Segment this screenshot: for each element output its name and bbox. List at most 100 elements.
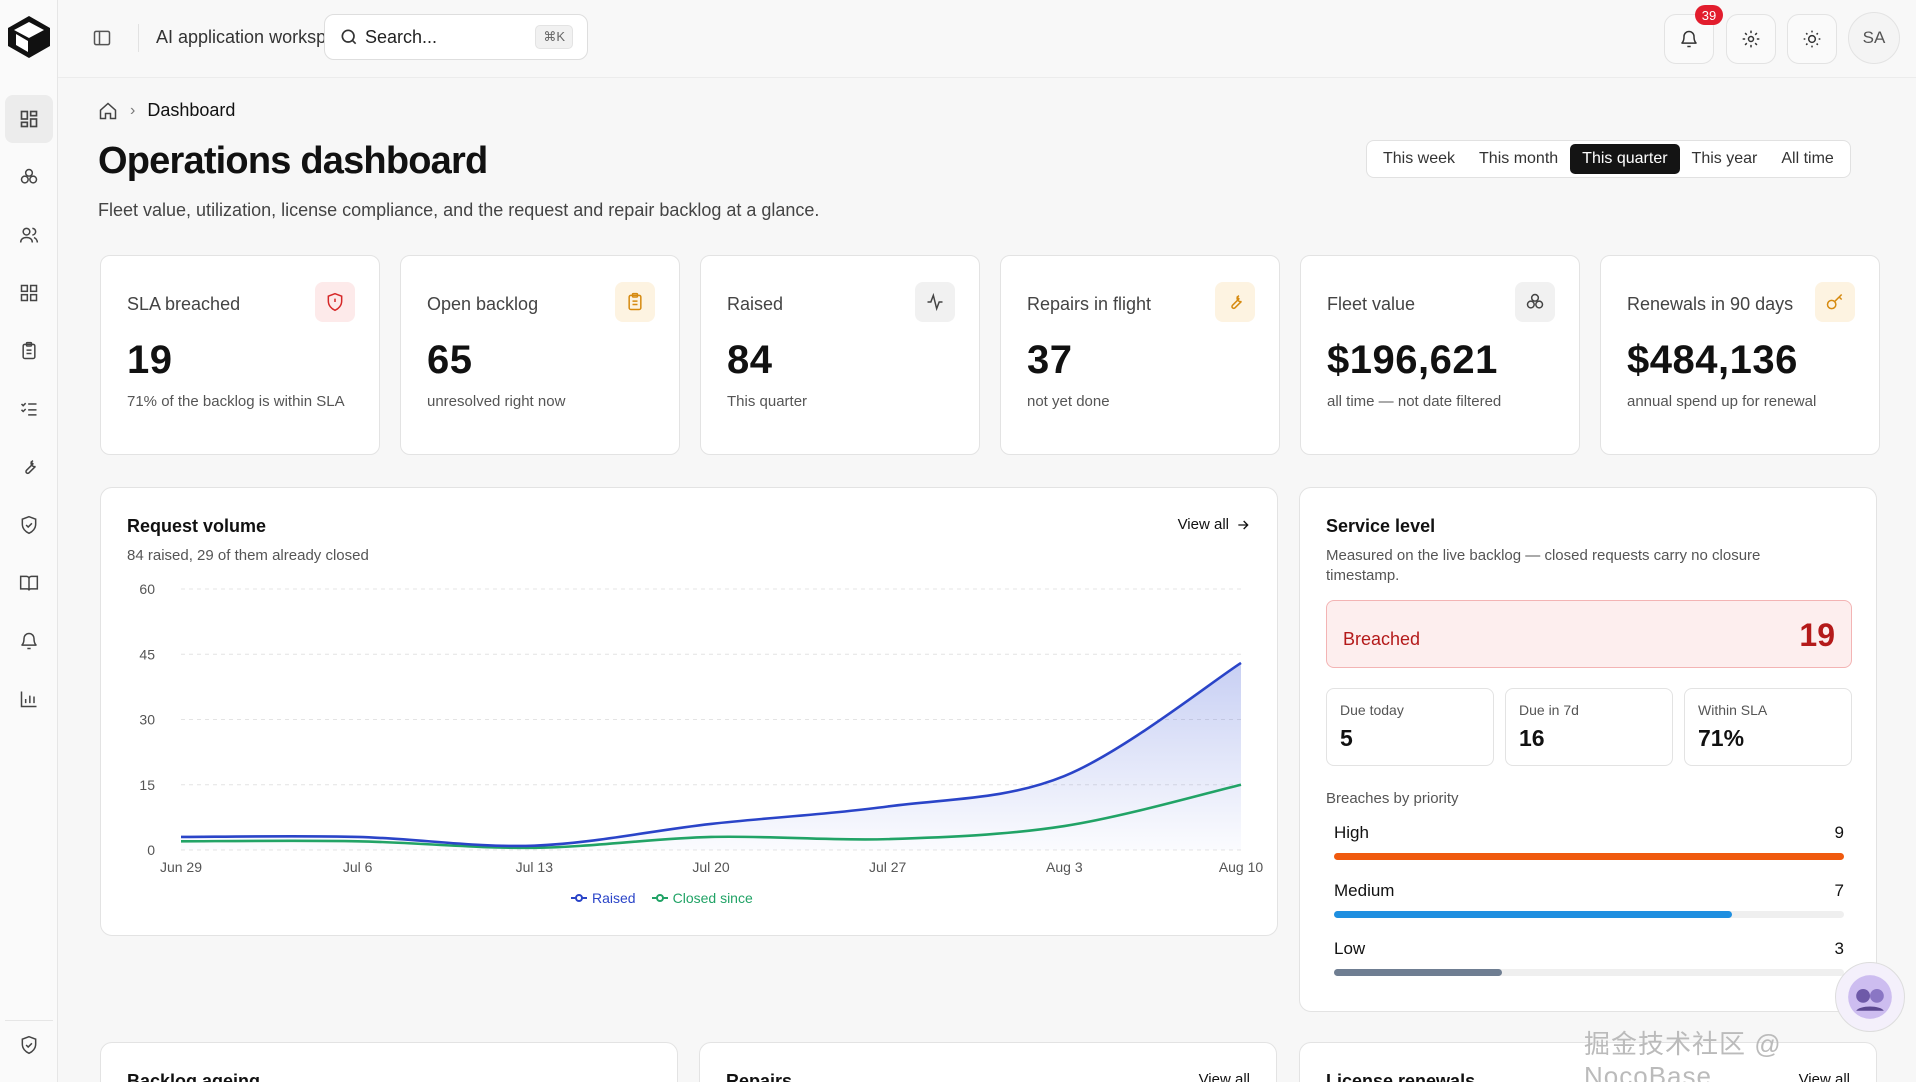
home-icon[interactable] (98, 101, 118, 121)
kpi-label: Repairs in flight (1027, 294, 1152, 314)
theme-toggle-button[interactable] (1787, 14, 1837, 64)
gear-icon (1742, 30, 1760, 48)
sidebar-item-alerts[interactable] (5, 617, 53, 665)
range-option-this-month[interactable]: This month (1479, 150, 1559, 167)
sidebar-item-tasks[interactable] (5, 385, 53, 433)
legend-item-raised[interactable]: Raised (571, 890, 636, 906)
x-tick-label: Jul 6 (343, 859, 373, 875)
users-icon (19, 227, 39, 243)
repairs-view-all-link[interactable]: View all (1199, 1071, 1250, 1082)
view-all-label: View all (1198, 1071, 1250, 1082)
sidebar-item-compliance[interactable] (5, 501, 53, 549)
assistant-chat-button[interactable] (1835, 962, 1905, 1032)
breadcrumb-current: Dashboard (147, 100, 236, 120)
y-tick-label: 60 (139, 581, 155, 597)
wrench-icon (1231, 295, 1242, 310)
y-tick-label: 30 (139, 712, 155, 728)
user-avatar[interactable]: SA (1848, 12, 1900, 64)
search-input[interactable]: Search... ⌘K (324, 14, 588, 60)
priority-track (1334, 969, 1844, 976)
sidebar-item-apps[interactable] (5, 269, 53, 317)
sidebar-item-repairs[interactable] (5, 443, 53, 491)
app-logo[interactable] (4, 14, 54, 60)
repairs-title: Repairs (726, 1071, 793, 1082)
breached-label: Breached (1343, 629, 1421, 649)
sidebar-item-users[interactable] (5, 211, 53, 259)
kpi-value: $484,136 (1627, 338, 1798, 382)
kpi-label: SLA breached (127, 294, 241, 314)
priority-label: Low (1334, 939, 1366, 958)
page-title: Operations dashboard (98, 140, 488, 182)
license-renewals-title: License renewals (1326, 1071, 1476, 1082)
sidebar-toggle-button[interactable] (88, 24, 116, 52)
kpi-icon-box (315, 282, 355, 322)
shield-alert-icon (327, 292, 343, 312)
bell-icon (21, 632, 37, 650)
due-today-value: 5 (1340, 725, 1353, 751)
x-tick-label: Aug 10 (1219, 859, 1264, 875)
sidebar-item-dashboard[interactable] (5, 95, 53, 143)
sidebar-item-assets[interactable] (5, 153, 53, 201)
legend-item-closed-since[interactable]: Closed since (651, 890, 753, 906)
license-renewals-card: License renewals View all (1299, 1042, 1877, 1082)
due-today-stat: Due today 5 (1326, 688, 1494, 766)
settings-button[interactable] (1726, 14, 1776, 64)
sidebar (0, 0, 58, 1082)
series-line-raised (180, 661, 1242, 848)
book-icon (19, 575, 39, 591)
priority-track (1334, 911, 1844, 918)
y-tick-label: 15 (139, 777, 155, 793)
kpi-note: 71% of the backlog is within SLA (127, 393, 345, 410)
view-all-label: View all (1177, 516, 1229, 533)
sidebar-item-knowledge[interactable] (5, 559, 53, 607)
range-option-all-time[interactable]: All time (1781, 150, 1834, 167)
repairs-card: Repairs View all (699, 1042, 1277, 1082)
sidebar-admin[interactable] (5, 1020, 53, 1068)
legend-marker-icon (571, 894, 587, 902)
kpi-card-raised: Raised 84 This quarter (700, 255, 980, 455)
within-sla-value: 71% (1698, 725, 1745, 751)
assistant-avatar-icon (1848, 975, 1892, 1019)
view-all-label: View all (1798, 1071, 1850, 1082)
y-tick-label: 45 (139, 646, 155, 662)
search-shortcut: ⌘K (535, 25, 573, 49)
legend-label: Raised (592, 890, 636, 906)
kpi-label: Fleet value (1327, 294, 1416, 314)
kpi-icon-box (615, 282, 655, 322)
kpi-note: not yet done (1027, 393, 1110, 410)
bell-icon (1681, 30, 1697, 48)
kpi-label: Open backlog (427, 294, 539, 314)
kpi-value: 84 (727, 338, 773, 382)
range-option-this-week[interactable]: This week (1383, 150, 1456, 167)
arrow-right-icon (1238, 520, 1249, 529)
legend-marker-icon (651, 894, 668, 902)
within-sla-stat: Within SLA 71% (1684, 688, 1852, 766)
topbar-divider (138, 24, 139, 52)
series-area-raised (181, 662, 1241, 850)
kpi-note: This quarter (727, 393, 808, 410)
x-tick-label: Jun 29 (160, 859, 202, 875)
service-level-card: Service level Measured on the live backl… (1299, 487, 1877, 1012)
breadcrumb: › Dashboard (98, 100, 235, 121)
request-volume-view-all-link[interactable]: View all (1178, 516, 1251, 533)
sidebar-item-reports[interactable] (5, 675, 53, 723)
sun-icon (1803, 30, 1821, 48)
breaches-by-priority-heading: Breaches by priority (1326, 790, 1459, 807)
priority-row-high: High 9 (1334, 823, 1844, 860)
range-option-this-quarter[interactable]: This quarter (1570, 144, 1680, 174)
request-volume-title: Request volume (127, 516, 267, 536)
priority-bar-fill (1334, 911, 1732, 918)
range-option-this-year[interactable]: This year (1691, 150, 1758, 167)
boxes-icon (1526, 293, 1544, 309)
sidebar-item-requests[interactable] (5, 327, 53, 375)
chevron-right-icon: › (130, 101, 136, 119)
dashboard-icon (20, 110, 38, 128)
due-7d-label: Due in 7d (1519, 702, 1579, 718)
notification-count-badge: 39 (1695, 5, 1723, 25)
license-view-all-link[interactable]: View all (1799, 1071, 1850, 1082)
kpi-value: 65 (427, 338, 473, 382)
kpi-label: Raised (727, 294, 784, 314)
series-line-closed-since (180, 783, 1242, 850)
activity-icon (927, 292, 943, 312)
due-today-label: Due today (1340, 702, 1404, 718)
